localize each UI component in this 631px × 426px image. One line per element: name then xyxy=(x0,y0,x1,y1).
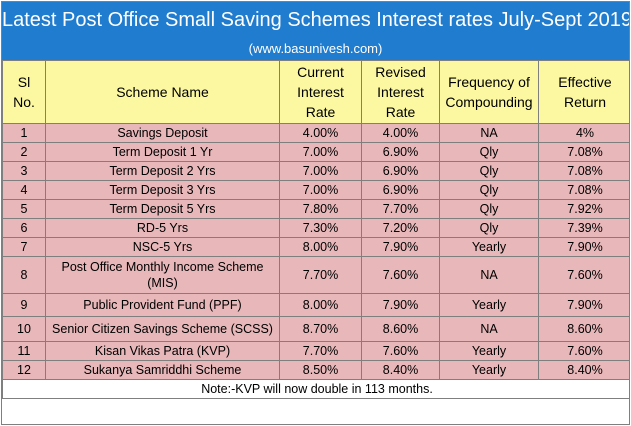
effective-return-cell: 7.92% xyxy=(538,199,629,219)
table-row: 11 Kisan Vikas Patra (KVP) 7.70% 7.60% Yearl… xyxy=(2,341,629,361)
sl-no-cell: 2 xyxy=(2,142,46,162)
current-rate-cell: 4.00% xyxy=(279,123,362,143)
revised-rate-cell: 6.90% xyxy=(361,161,440,181)
revised-rate-cell: 7.70% xyxy=(361,199,440,219)
current-rate-cell: 7.70% xyxy=(279,256,362,294)
scheme-name-cell: Term Deposit 3 Yrs xyxy=(45,180,280,200)
current-rate-cell: 8.00% xyxy=(279,293,362,317)
frequency-cell: Yearly xyxy=(439,237,539,257)
sl-no-cell: 3 xyxy=(2,161,46,181)
revised-rate-cell: 7.20% xyxy=(361,218,440,238)
current-rate-cell: 7.00% xyxy=(279,161,362,181)
table-row: 4 Term Deposit 3 Yrs 7.00% 6.90% Qly 7.08% xyxy=(2,180,629,200)
table-row: 7 NSC-5 Yrs 8.00% 7.90% Yearly 7.90% xyxy=(2,237,629,257)
title-band: Latest Post Office Small Saving Schemes … xyxy=(2,2,629,60)
effective-return-cell: 4% xyxy=(538,123,629,143)
schemes-table: Sl No. Scheme Name Current Interest Rate… xyxy=(2,60,629,399)
current-rate-cell: 7.70% xyxy=(279,341,362,361)
frequency-cell: Yearly xyxy=(439,293,539,317)
note-row: Note:-KVP will now double in 113 months. xyxy=(2,379,629,399)
sl-no-cell: 10 xyxy=(2,316,46,342)
page-title: Latest Post Office Small Saving Schemes … xyxy=(2,9,630,31)
header-row: Sl No. Scheme Name Current Interest Rate… xyxy=(2,60,629,124)
revised-rate-cell: 6.90% xyxy=(361,142,440,162)
sl-no-cell: 9 xyxy=(2,293,46,317)
sl-no-cell: 7 xyxy=(2,237,46,257)
scheme-name-cell: Sukanya Samriddhi Scheme xyxy=(45,360,280,380)
frequency-cell: Qly xyxy=(439,180,539,200)
scheme-name-cell: Public Provident Fund (PPF) xyxy=(45,293,280,317)
effective-return-cell: 7.60% xyxy=(538,256,629,294)
table-row: 8 Post Office Monthly Income Scheme (MIS)… xyxy=(2,256,629,294)
table-row: 10 Senior Citizen Savings Scheme (SCSS) 8.… xyxy=(2,316,629,342)
footnote: Note:-KVP will now double in 113 months. xyxy=(2,379,629,399)
current-rate-cell: 7.30% xyxy=(279,218,362,238)
revised-rate-cell: 6.90% xyxy=(361,180,440,200)
frequency-cell: Qly xyxy=(439,161,539,181)
sl-no-cell: 4 xyxy=(2,180,46,200)
sl-no-cell: 1 xyxy=(2,123,46,143)
effective-return-cell: 7.39% xyxy=(538,218,629,238)
current-rate-cell: 7.00% xyxy=(279,180,362,200)
frequency-cell: Yearly xyxy=(439,360,539,380)
table-row: 2 Term Deposit 1 Yr 7.00% 6.90% Qly 7.08% xyxy=(2,142,629,162)
scheme-name-cell: Savings Deposit xyxy=(45,123,280,143)
column-header-frequency: Frequency of Compounding xyxy=(439,60,539,124)
revised-rate-cell: 7.90% xyxy=(361,237,440,257)
scheme-name-cell: Term Deposit 1 Yr xyxy=(45,142,280,162)
website-subtitle: (www.basunivesh.com) xyxy=(248,41,383,56)
table-row: 6 RD-5 Yrs 7.30% 7.20% Qly 7.39% xyxy=(2,218,629,238)
sl-no-cell: 6 xyxy=(2,218,46,238)
effective-return-cell: 8.60% xyxy=(538,316,629,342)
scheme-name-cell: Post Office Monthly Income Scheme (MIS) xyxy=(45,256,280,294)
current-rate-cell: 7.00% xyxy=(279,142,362,162)
current-rate-cell: 8.50% xyxy=(279,360,362,380)
revised-rate-cell: 8.60% xyxy=(361,316,440,342)
current-rate-cell: 8.00% xyxy=(279,237,362,257)
column-header-revised-rate: Revised Interest Rate xyxy=(361,60,440,124)
revised-rate-cell: 7.60% xyxy=(361,341,440,361)
effective-return-cell: 8.40% xyxy=(538,360,629,380)
frequency-cell: Qly xyxy=(439,218,539,238)
sl-no-cell: 8 xyxy=(2,256,46,294)
frequency-cell: NA xyxy=(439,256,539,294)
scheme-name-cell: Term Deposit 5 Yrs xyxy=(45,199,280,219)
effective-return-cell: 7.90% xyxy=(538,293,629,317)
column-header-sl-no: Sl No. xyxy=(2,60,46,124)
scheme-name-cell: Senior Citizen Savings Scheme (SCSS) xyxy=(45,316,280,342)
table-row: 1 Savings Deposit 4.00% 4.00% NA 4% xyxy=(2,123,629,143)
sl-no-cell: 5 xyxy=(2,199,46,219)
table-row: 3 Term Deposit 2 Yrs 7.00% 6.90% Qly 7.08% xyxy=(2,161,629,181)
effective-return-cell: 7.90% xyxy=(538,237,629,257)
frequency-cell: Qly xyxy=(439,199,539,219)
sl-no-cell: 12 xyxy=(2,360,46,380)
column-header-current-rate: Current Interest Rate xyxy=(279,60,362,124)
frequency-cell: Qly xyxy=(439,142,539,162)
frequency-cell: Yearly xyxy=(439,341,539,361)
effective-return-cell: 7.08% xyxy=(538,142,629,162)
revised-rate-cell: 4.00% xyxy=(361,123,440,143)
scheme-name-cell: RD-5 Yrs xyxy=(45,218,280,238)
frequency-cell: NA xyxy=(439,123,539,143)
table-body: 1 Savings Deposit 4.00% 4.00% NA 4% 2 Term Depo… xyxy=(2,123,629,380)
revised-rate-cell: 7.60% xyxy=(361,256,440,294)
scheme-name-cell: NSC-5 Yrs xyxy=(45,237,280,257)
current-rate-cell: 8.70% xyxy=(279,316,362,342)
frequency-cell: NA xyxy=(439,316,539,342)
table-row: 9 Public Provident Fund (PPF) 8.00% 7.90% Ye… xyxy=(2,293,629,317)
revised-rate-cell: 7.90% xyxy=(361,293,440,317)
effective-return-cell: 7.60% xyxy=(538,341,629,361)
sl-no-cell: 11 xyxy=(2,341,46,361)
scheme-name-cell: Kisan Vikas Patra (KVP) xyxy=(45,341,280,361)
table-row: 5 Term Deposit 5 Yrs 7.80% 7.70% Qly 7.92% xyxy=(2,199,629,219)
current-rate-cell: 7.80% xyxy=(279,199,362,219)
column-header-scheme-name: Scheme Name xyxy=(45,60,280,124)
revised-rate-cell: 8.40% xyxy=(361,360,440,380)
column-header-effective-return: Effective Return xyxy=(538,60,629,124)
scheme-name-cell: Term Deposit 2 Yrs xyxy=(45,161,280,181)
effective-return-cell: 7.08% xyxy=(538,161,629,181)
table-row: 12 Sukanya Samriddhi Scheme 8.50% 8.40% Year… xyxy=(2,360,629,380)
effective-return-cell: 7.08% xyxy=(538,180,629,200)
